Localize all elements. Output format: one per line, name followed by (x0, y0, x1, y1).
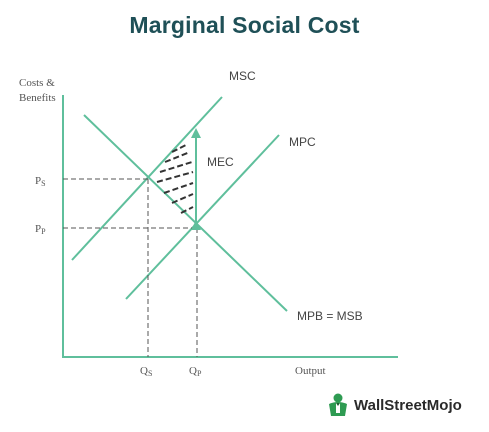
mec-label: MEC (207, 155, 234, 169)
pp-label: PP (35, 223, 46, 236)
qs-label: QS (140, 365, 152, 378)
ps-label: PS (35, 175, 46, 188)
mpc-curve (125, 134, 280, 300)
mpc-label: MPC (289, 135, 316, 149)
mojo-mascot-icon (329, 393, 347, 416)
wallstreetmojo-logo: WallStreetMojo (326, 391, 462, 419)
mpb-msb-label: MPB = MSB (297, 309, 363, 323)
mpb-msb-curve (83, 114, 288, 312)
x-axis-label: Output (295, 365, 326, 377)
diagram-title: Marginal Social Cost (129, 12, 360, 38)
qp-label: QP (189, 365, 202, 378)
logo-text: WallStreetMojo (354, 396, 462, 414)
msc-label: MSC (229, 69, 256, 83)
y-axis-label-line1: Costs & (19, 77, 55, 89)
y-axis-label-line2: Benefits (19, 92, 56, 104)
deadweight-loss-hatching (156, 144, 194, 214)
